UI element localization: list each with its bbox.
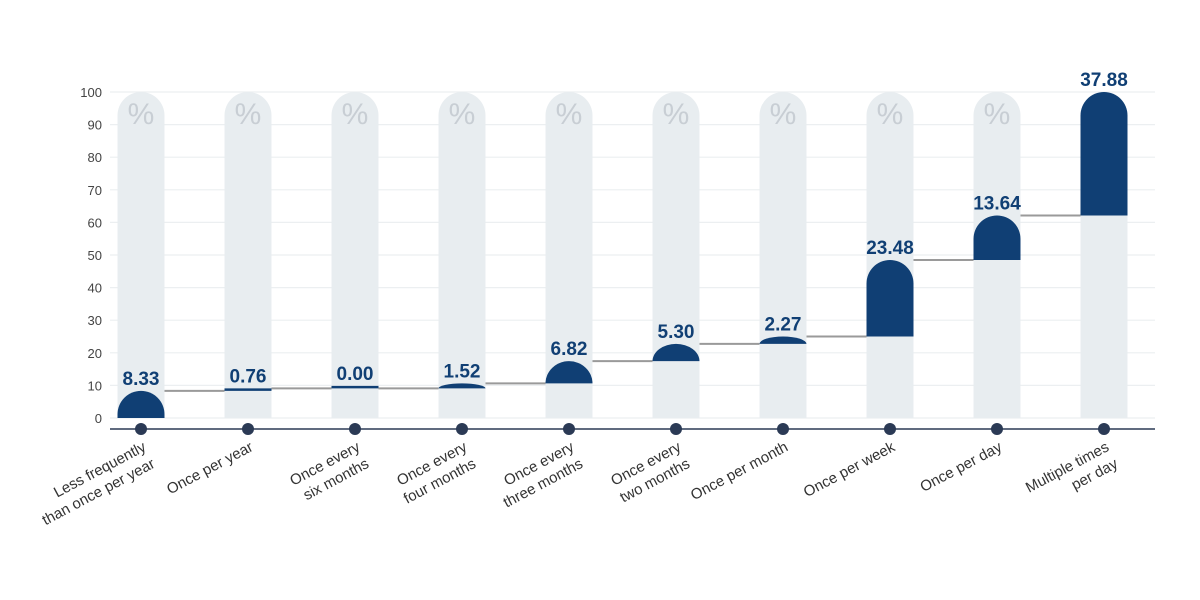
y-tick-label: 90 [88, 118, 102, 133]
column-track [866, 92, 914, 418]
bar-9 [1080, 92, 1128, 216]
category-markers [135, 423, 1110, 435]
column-track [438, 92, 486, 418]
bar-1 [224, 388, 272, 391]
category-label-line: Once per day [917, 438, 1005, 496]
y-tick-label: 50 [88, 248, 102, 263]
bar-6 [759, 336, 807, 344]
category-label-line: Once per month [688, 439, 791, 505]
category-dot [135, 423, 147, 435]
bar-5 [652, 343, 700, 362]
column-track [117, 92, 165, 418]
category-label-line: Once per week [801, 438, 898, 501]
category-dot [563, 423, 575, 435]
data-label: 13.64 [973, 193, 1021, 214]
percent-icon: % [770, 98, 797, 131]
data-label: 2.27 [765, 315, 802, 336]
y-tick-label: 70 [88, 183, 102, 198]
column-track [224, 92, 272, 418]
percent-icon: % [449, 98, 476, 131]
column-track [331, 92, 379, 418]
bar-2 [331, 385, 379, 389]
data-label: 37.88 [1080, 70, 1128, 91]
category-dot [884, 423, 896, 435]
category-dot [670, 423, 682, 435]
y-tick-label: 100 [80, 85, 102, 100]
percent-icon: % [342, 98, 369, 131]
category-dot [991, 423, 1003, 435]
bars [117, 92, 1128, 418]
data-label: 0.76 [230, 366, 267, 387]
bar-3 [438, 383, 486, 389]
value-labels: 8.33 0.76 0.00 1.52 6.82 5.30 2.27 23.48 13.64 37… [123, 70, 1128, 390]
category-dot [349, 423, 361, 435]
bar-7 [866, 260, 914, 337]
y-tick-label: 10 [88, 378, 102, 393]
percent-icon: % [984, 98, 1011, 131]
y-axis-ticks: 0 10 20 30 40 50 60 70 80 90 100 [80, 85, 102, 426]
percent-icon: % [556, 98, 583, 131]
bar-8 [973, 215, 1021, 260]
column-track [759, 92, 807, 418]
y-tick-label: 80 [88, 150, 102, 165]
data-label: 0.00 [337, 364, 374, 385]
category-dot [456, 423, 468, 435]
percent-icon: % [663, 98, 690, 131]
column-track [652, 92, 700, 418]
data-label: 23.48 [866, 238, 914, 259]
category-label: Once per week [801, 438, 898, 501]
percent-icon: % [128, 98, 155, 131]
y-tick-label: 20 [88, 346, 102, 361]
category-label: Once per year [164, 439, 256, 499]
percent-icon: % [235, 98, 262, 131]
data-label: 8.33 [123, 369, 160, 390]
category-dot [242, 423, 254, 435]
category-label: Once per day [917, 438, 1005, 496]
y-tick-label: 60 [88, 215, 102, 230]
category-dot [1098, 423, 1110, 435]
connector-lines [164, 214, 1081, 392]
y-tick-label: 40 [88, 281, 102, 296]
data-label: 5.30 [658, 322, 695, 343]
data-label: 1.52 [444, 361, 481, 382]
column-tracks: %%%%%%%%%% [117, 92, 1128, 418]
bar-4 [545, 361, 593, 384]
bar-0 [117, 390, 165, 418]
column-track [545, 92, 593, 418]
y-tick-label: 0 [95, 411, 102, 426]
category-label-line: Once per year [164, 439, 256, 499]
percent-icon: % [877, 98, 904, 131]
category-label: Once per month [688, 439, 791, 505]
y-tick-label: 30 [88, 313, 102, 328]
category-dot [777, 423, 789, 435]
data-label: 6.82 [551, 339, 588, 360]
